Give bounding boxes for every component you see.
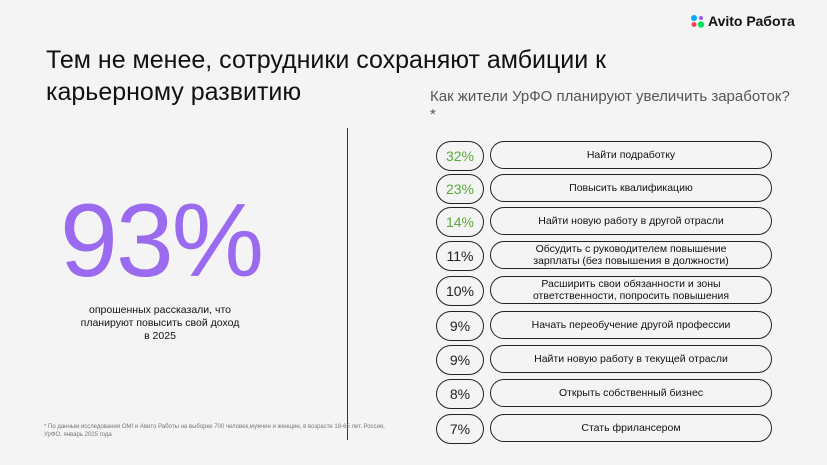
percent-pill: 9% — [436, 311, 484, 341]
option-pill: Обсудить с руководителем повышение зарпл… — [490, 241, 772, 269]
question: Как жители УрФО планируют увеличить зара… — [430, 88, 790, 123]
percent-pill: 10% — [436, 276, 484, 306]
option-pill: Найти подработку — [490, 141, 772, 169]
option-pill: Найти новую работу в текущей отрасли — [490, 345, 772, 373]
percent-pill: 11% — [436, 241, 484, 271]
title: Тем не менее, сотрудники сохраняют амбиц… — [46, 46, 607, 106]
option-pill: Расширить свои обязанности и зоны ответс… — [490, 276, 772, 304]
percent-pill: 8% — [436, 379, 484, 409]
logo: Avito Работа — [708, 13, 795, 29]
option-pill: Стать фрилансером — [490, 414, 772, 442]
caption: опрошенных рассказали, что планируют пов… — [80, 304, 240, 342]
percent-pill: 32% — [436, 141, 484, 171]
divider — [347, 128, 348, 440]
percent-pill: 7% — [436, 414, 484, 444]
logo-icon — [691, 15, 705, 28]
option-pill: Повысить квалификацию — [490, 174, 772, 202]
option-pill: Открыть собственный бизнес — [490, 379, 772, 407]
percent-pill: 23% — [436, 174, 484, 204]
percent-pill: 14% — [436, 207, 484, 237]
option-pill: Найти новую работу в другой отрасли — [490, 207, 772, 235]
option-pill: Начать переобучение другой профессии — [490, 311, 772, 339]
footnote: * По данным исследования OMI и Авито Раб… — [44, 424, 385, 438]
big-number: 93% — [60, 183, 264, 299]
percent-pill: 9% — [436, 345, 484, 375]
